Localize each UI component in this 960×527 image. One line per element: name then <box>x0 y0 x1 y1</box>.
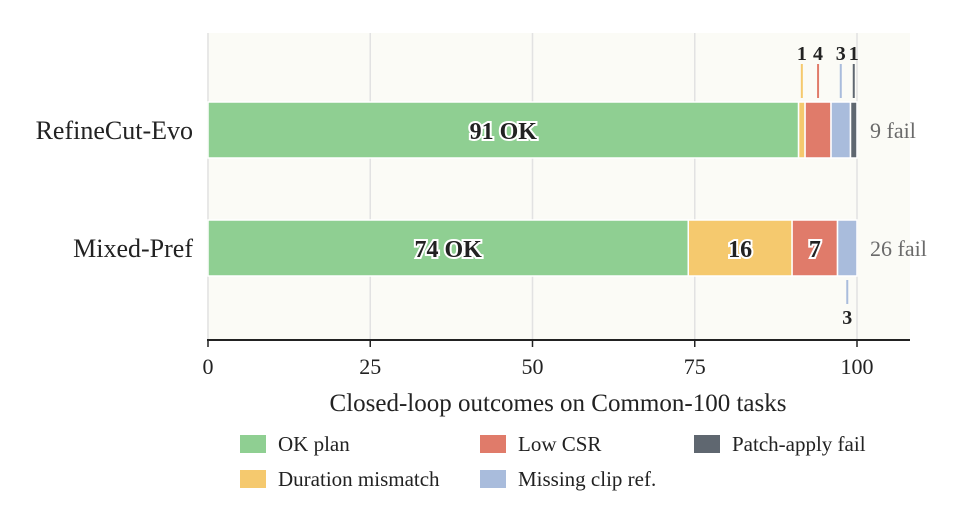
bar-mixed-pref-missing-clip-ref <box>836 219 858 277</box>
category-label-refinecut-evo: RefineCut-Evo <box>36 116 193 145</box>
bar-mixed-pref-duration-mismatch <box>687 219 793 277</box>
legend-label-missing-clip-ref: Missing clip ref. <box>518 467 656 491</box>
small-value-label-refinecut-evo-missing-clip-ref: 3 <box>836 43 846 65</box>
fail-label-mixed-pref: 26 fail <box>870 236 927 261</box>
bar-mixed-pref-low-csr <box>791 219 839 277</box>
small-value-label-refinecut-evo-low-csr: 4 <box>813 43 823 65</box>
category-labels: RefineCut-Evo Mixed-Pref <box>36 116 194 263</box>
ok-label-mixed-pref: 74 OK <box>414 237 482 263</box>
bars <box>207 101 858 277</box>
small-value-label-refinecut-evo-patch-apply-fail: 1 <box>849 43 859 65</box>
grid-lines <box>207 33 858 340</box>
legend-label-patch-apply-fail: Patch-apply fail <box>732 432 866 456</box>
x-tick-label-75: 75 <box>684 354 706 379</box>
small-value-label-mixed-pref-missing-clip-ref: 3 <box>842 307 852 329</box>
x-tick-label-25: 25 <box>359 354 381 379</box>
legend-swatch-ok-plan <box>240 435 266 453</box>
legend-swatch-missing-clip-ref <box>480 470 506 488</box>
bar-refinecut-evo-low-csr <box>804 101 832 159</box>
legend-label-low-csr: Low CSR <box>518 432 601 456</box>
bar-refinecut-evo-ok-plan <box>207 101 800 159</box>
x-axis: 0 25 50 75 100 <box>203 339 910 379</box>
fail-label-refinecut-evo: 9 fail <box>870 118 916 143</box>
bar-refinecut-evo-patch-apply-fail <box>849 101 858 159</box>
ok-label-refinecut-evo: 91 OK <box>470 119 538 145</box>
legend-label-ok-plan: OK plan <box>278 432 350 456</box>
bar-refinecut-evo-duration-mismatch <box>797 101 806 159</box>
segment-label-mixed-pref-low-csr: 7 <box>809 237 821 263</box>
bar-refinecut-evo-missing-clip-ref <box>830 101 852 159</box>
legend-swatch-duration-mismatch <box>240 470 266 488</box>
x-tick-label-50: 50 <box>522 354 544 379</box>
legend-label-duration-mismatch: Duration mismatch <box>278 467 440 491</box>
x-tick-label-0: 0 <box>203 354 214 379</box>
x-tick-label-100: 100 <box>841 354 874 379</box>
legend: OK plan Low CSR Patch-apply fail Duration m… <box>240 432 866 491</box>
legend-swatch-low-csr <box>480 435 506 453</box>
small-value-label-refinecut-evo-duration-mismatch: 1 <box>797 43 807 65</box>
legend-swatch-patch-apply-fail <box>694 435 720 453</box>
segment-label-mixed-pref-duration-mismatch: 16 <box>728 237 752 263</box>
category-label-mixed-pref: Mixed-Pref <box>73 234 193 263</box>
plot-background <box>207 33 910 340</box>
x-axis-label: Closed-loop outcomes on Common-100 tasks <box>330 390 787 417</box>
bar-mixed-pref-ok-plan <box>207 219 690 277</box>
